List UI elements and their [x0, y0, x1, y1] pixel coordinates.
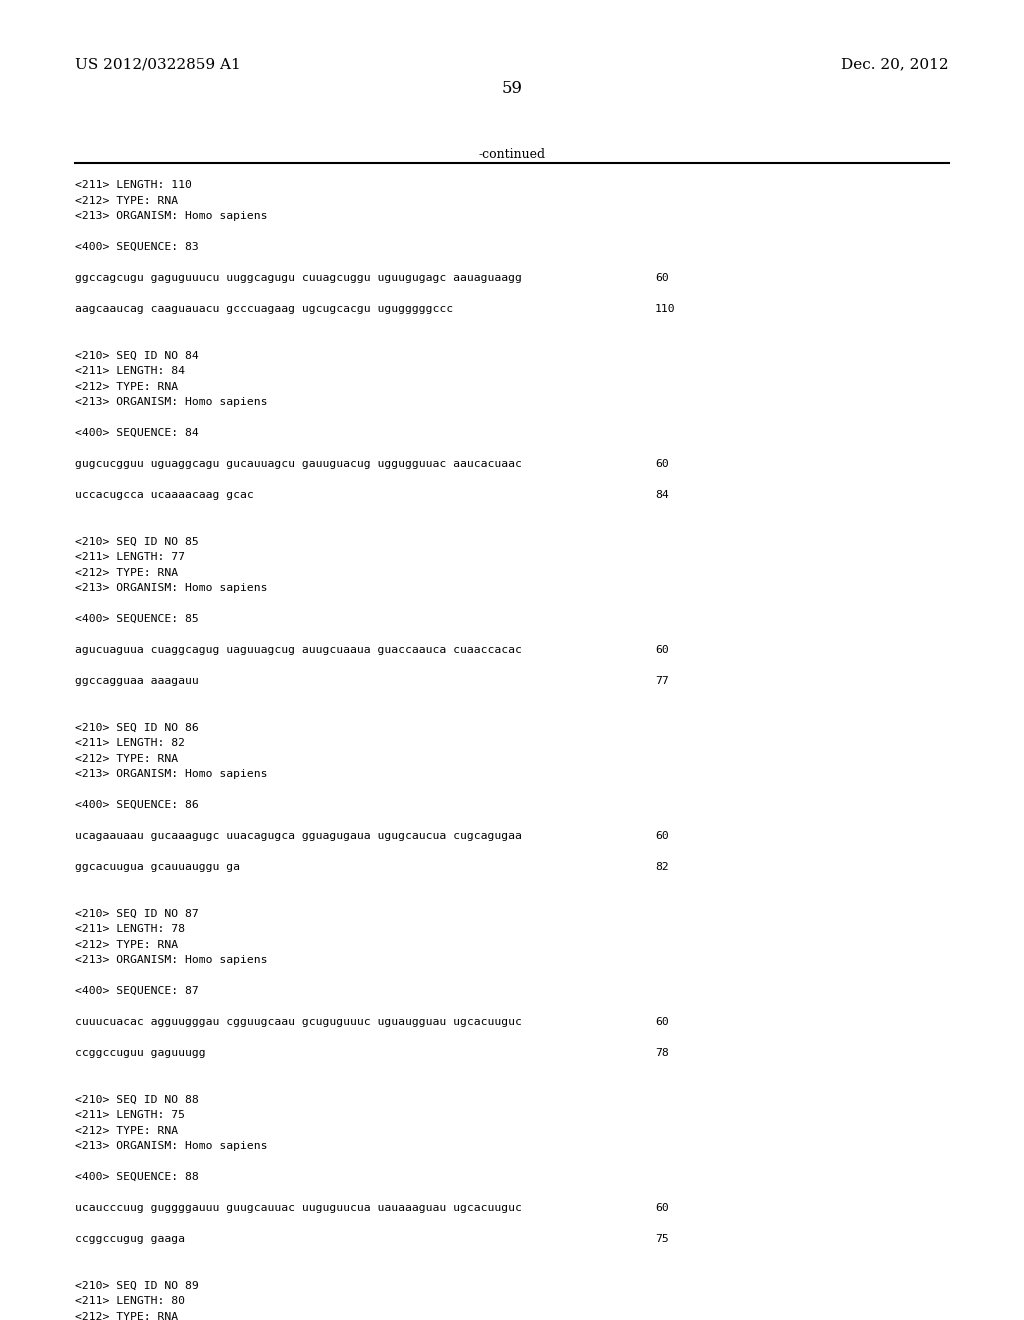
Text: ccggccugug gaaga: ccggccugug gaaga	[75, 1234, 185, 1243]
Text: 60: 60	[655, 645, 669, 655]
Text: 59: 59	[502, 81, 522, 96]
Text: <211> LENGTH: 75: <211> LENGTH: 75	[75, 1110, 185, 1119]
Text: 60: 60	[655, 273, 669, 282]
Text: <213> ORGANISM: Homo sapiens: <213> ORGANISM: Homo sapiens	[75, 954, 267, 965]
Text: <211> LENGTH: 84: <211> LENGTH: 84	[75, 366, 185, 376]
Text: cuuucuacac agguugggau cgguugcaau gcuguguuuc uguaugguau ugcacuuguc: cuuucuacac agguugggau cgguugcaau gcugugu…	[75, 1016, 522, 1027]
Text: 77: 77	[655, 676, 669, 686]
Text: <213> ORGANISM: Homo sapiens: <213> ORGANISM: Homo sapiens	[75, 1140, 267, 1151]
Text: uccacugcca ucaaaacaag gcac: uccacugcca ucaaaacaag gcac	[75, 490, 254, 500]
Text: 60: 60	[655, 832, 669, 841]
Text: <400> SEQUENCE: 84: <400> SEQUENCE: 84	[75, 428, 199, 438]
Text: 75: 75	[655, 1234, 669, 1243]
Text: <210> SEQ ID NO 84: <210> SEQ ID NO 84	[75, 351, 199, 360]
Text: <210> SEQ ID NO 86: <210> SEQ ID NO 86	[75, 722, 199, 733]
Text: 84: 84	[655, 490, 669, 500]
Text: <212> TYPE: RNA: <212> TYPE: RNA	[75, 195, 178, 206]
Text: aagcaaucag caaguauacu gcccuagaag ugcugcacgu ugugggggccc: aagcaaucag caaguauacu gcccuagaag ugcugca…	[75, 304, 454, 314]
Text: <400> SEQUENCE: 85: <400> SEQUENCE: 85	[75, 614, 199, 624]
Text: Dec. 20, 2012: Dec. 20, 2012	[842, 57, 949, 71]
Text: ccggccuguu gaguuugg: ccggccuguu gaguuugg	[75, 1048, 206, 1059]
Text: <210> SEQ ID NO 88: <210> SEQ ID NO 88	[75, 1094, 199, 1105]
Text: <400> SEQUENCE: 83: <400> SEQUENCE: 83	[75, 242, 199, 252]
Text: <212> TYPE: RNA: <212> TYPE: RNA	[75, 381, 178, 392]
Text: 110: 110	[655, 304, 676, 314]
Text: <211> LENGTH: 82: <211> LENGTH: 82	[75, 738, 185, 748]
Text: <213> ORGANISM: Homo sapiens: <213> ORGANISM: Homo sapiens	[75, 770, 267, 779]
Text: 60: 60	[655, 1203, 669, 1213]
Text: <213> ORGANISM: Homo sapiens: <213> ORGANISM: Homo sapiens	[75, 211, 267, 220]
Text: 82: 82	[655, 862, 669, 873]
Text: <212> TYPE: RNA: <212> TYPE: RNA	[75, 1312, 178, 1320]
Text: ggcacuugua gcauuauggu ga: ggcacuugua gcauuauggu ga	[75, 862, 240, 873]
Text: ggccagcugu gaguguuucu uuggcagugu cuuagcuggu uguugugagc aauaguaagg: ggccagcugu gaguguuucu uuggcagugu cuuagcu…	[75, 273, 522, 282]
Text: <213> ORGANISM: Homo sapiens: <213> ORGANISM: Homo sapiens	[75, 397, 267, 407]
Text: <212> TYPE: RNA: <212> TYPE: RNA	[75, 1126, 178, 1135]
Text: 60: 60	[655, 459, 669, 469]
Text: <211> LENGTH: 78: <211> LENGTH: 78	[75, 924, 185, 935]
Text: gugcucgguu uguaggcagu gucauuagcu gauuguacug uggugguuac aaucacuaac: gugcucgguu uguaggcagu gucauuagcu gauugua…	[75, 459, 522, 469]
Text: 78: 78	[655, 1048, 669, 1059]
Text: <400> SEQUENCE: 87: <400> SEQUENCE: 87	[75, 986, 199, 997]
Text: ggccagguaa aaagauu: ggccagguaa aaagauu	[75, 676, 199, 686]
Text: <211> LENGTH: 80: <211> LENGTH: 80	[75, 1296, 185, 1305]
Text: <210> SEQ ID NO 89: <210> SEQ ID NO 89	[75, 1280, 199, 1291]
Text: <210> SEQ ID NO 85: <210> SEQ ID NO 85	[75, 536, 199, 546]
Text: <212> TYPE: RNA: <212> TYPE: RNA	[75, 940, 178, 949]
Text: ucagaauaau gucaaagugc uuacagugca gguagugaua ugugcaucua cugcagugaa: ucagaauaau gucaaagugc uuacagugca gguagug…	[75, 832, 522, 841]
Text: 60: 60	[655, 1016, 669, 1027]
Text: -continued: -continued	[478, 148, 546, 161]
Text: <210> SEQ ID NO 87: <210> SEQ ID NO 87	[75, 908, 199, 919]
Text: <400> SEQUENCE: 88: <400> SEQUENCE: 88	[75, 1172, 199, 1181]
Text: <211> LENGTH: 77: <211> LENGTH: 77	[75, 552, 185, 562]
Text: agucuaguua cuaggcagug uaguuagcug auugcuaaua guaccaauca cuaaccacac: agucuaguua cuaggcagug uaguuagcug auugcua…	[75, 645, 522, 655]
Text: ucaucccuug guggggauuu guugcauuac uuguguucua uauaaaguau ugcacuuguc: ucaucccuug guggggauuu guugcauuac uuguguu…	[75, 1203, 522, 1213]
Text: <211> LENGTH: 110: <211> LENGTH: 110	[75, 180, 191, 190]
Text: <212> TYPE: RNA: <212> TYPE: RNA	[75, 754, 178, 763]
Text: <212> TYPE: RNA: <212> TYPE: RNA	[75, 568, 178, 578]
Text: <213> ORGANISM: Homo sapiens: <213> ORGANISM: Homo sapiens	[75, 583, 267, 593]
Text: US 2012/0322859 A1: US 2012/0322859 A1	[75, 57, 241, 71]
Text: <400> SEQUENCE: 86: <400> SEQUENCE: 86	[75, 800, 199, 810]
